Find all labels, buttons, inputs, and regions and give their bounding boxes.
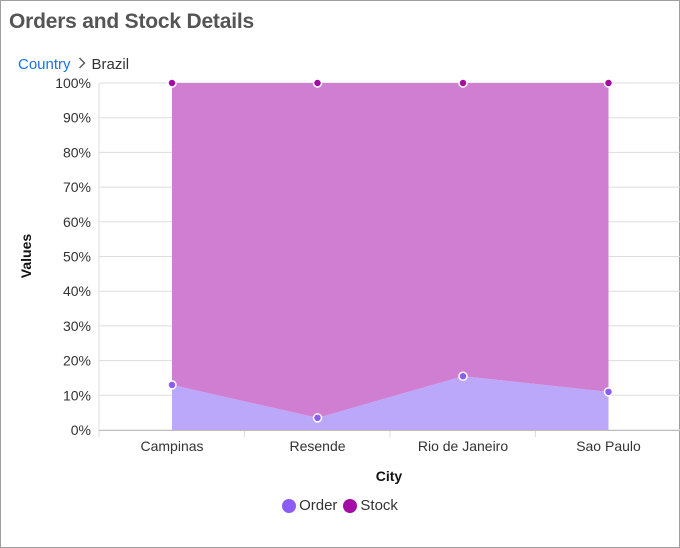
legend-swatch-order — [282, 498, 297, 513]
y-tick-label: 60% — [63, 214, 91, 230]
x-tick-label: Rio de Janeiro — [418, 438, 508, 454]
marker-order — [603, 387, 614, 397]
chevron-right-icon — [78, 57, 86, 72]
y-tick-label: 30% — [63, 318, 91, 334]
y-tick-label: 10% — [63, 387, 91, 403]
y-axis-title: Values — [18, 234, 34, 279]
x-tick-label: Resende — [289, 438, 345, 454]
x-tick-label: Sao Paulo — [576, 438, 641, 454]
legend-label-stock: Stock — [360, 497, 398, 514]
breadcrumb-country-link[interactable]: Country — [18, 56, 71, 73]
breadcrumb: Country Brazil — [18, 56, 129, 73]
y-tick-label: 90% — [63, 110, 91, 126]
marker-stock — [167, 78, 177, 88]
y-tick-label: 100% — [55, 75, 91, 91]
y-tick-label: 0% — [71, 422, 91, 438]
legend-label-order: Order — [299, 497, 338, 514]
legend-item-stock[interactable]: Stock — [343, 497, 398, 514]
y-tick-label: 20% — [63, 353, 91, 369]
marker-order — [458, 371, 468, 381]
legend-swatch-stock — [343, 498, 358, 513]
legend-item-order[interactable]: Order — [282, 497, 337, 514]
y-tick-label: 70% — [63, 179, 91, 195]
x-tick-label: Campinas — [140, 438, 203, 454]
data-markers — [167, 78, 614, 423]
y-tick-label: 50% — [63, 249, 91, 265]
marker-order — [167, 380, 177, 390]
x-axis-title: City — [376, 468, 403, 484]
y-tick-label: 80% — [63, 144, 91, 160]
marker-order — [312, 413, 323, 423]
breadcrumb-current: Brazil — [91, 56, 130, 73]
y-tick-label: 40% — [63, 283, 91, 299]
area-order — [172, 376, 609, 430]
marker-stock — [458, 78, 468, 88]
legend: Order Stock — [0, 497, 680, 514]
marker-stock — [312, 78, 323, 88]
area-series — [172, 83, 609, 430]
marker-stock — [603, 78, 614, 88]
page-title: Orders and Stock Details — [9, 10, 254, 33]
axes: 0% 10% 20% 30% 40% 50% 60% 70% 80% 90% 100% Campina… — [55, 75, 680, 454]
area-stock — [172, 83, 609, 418]
